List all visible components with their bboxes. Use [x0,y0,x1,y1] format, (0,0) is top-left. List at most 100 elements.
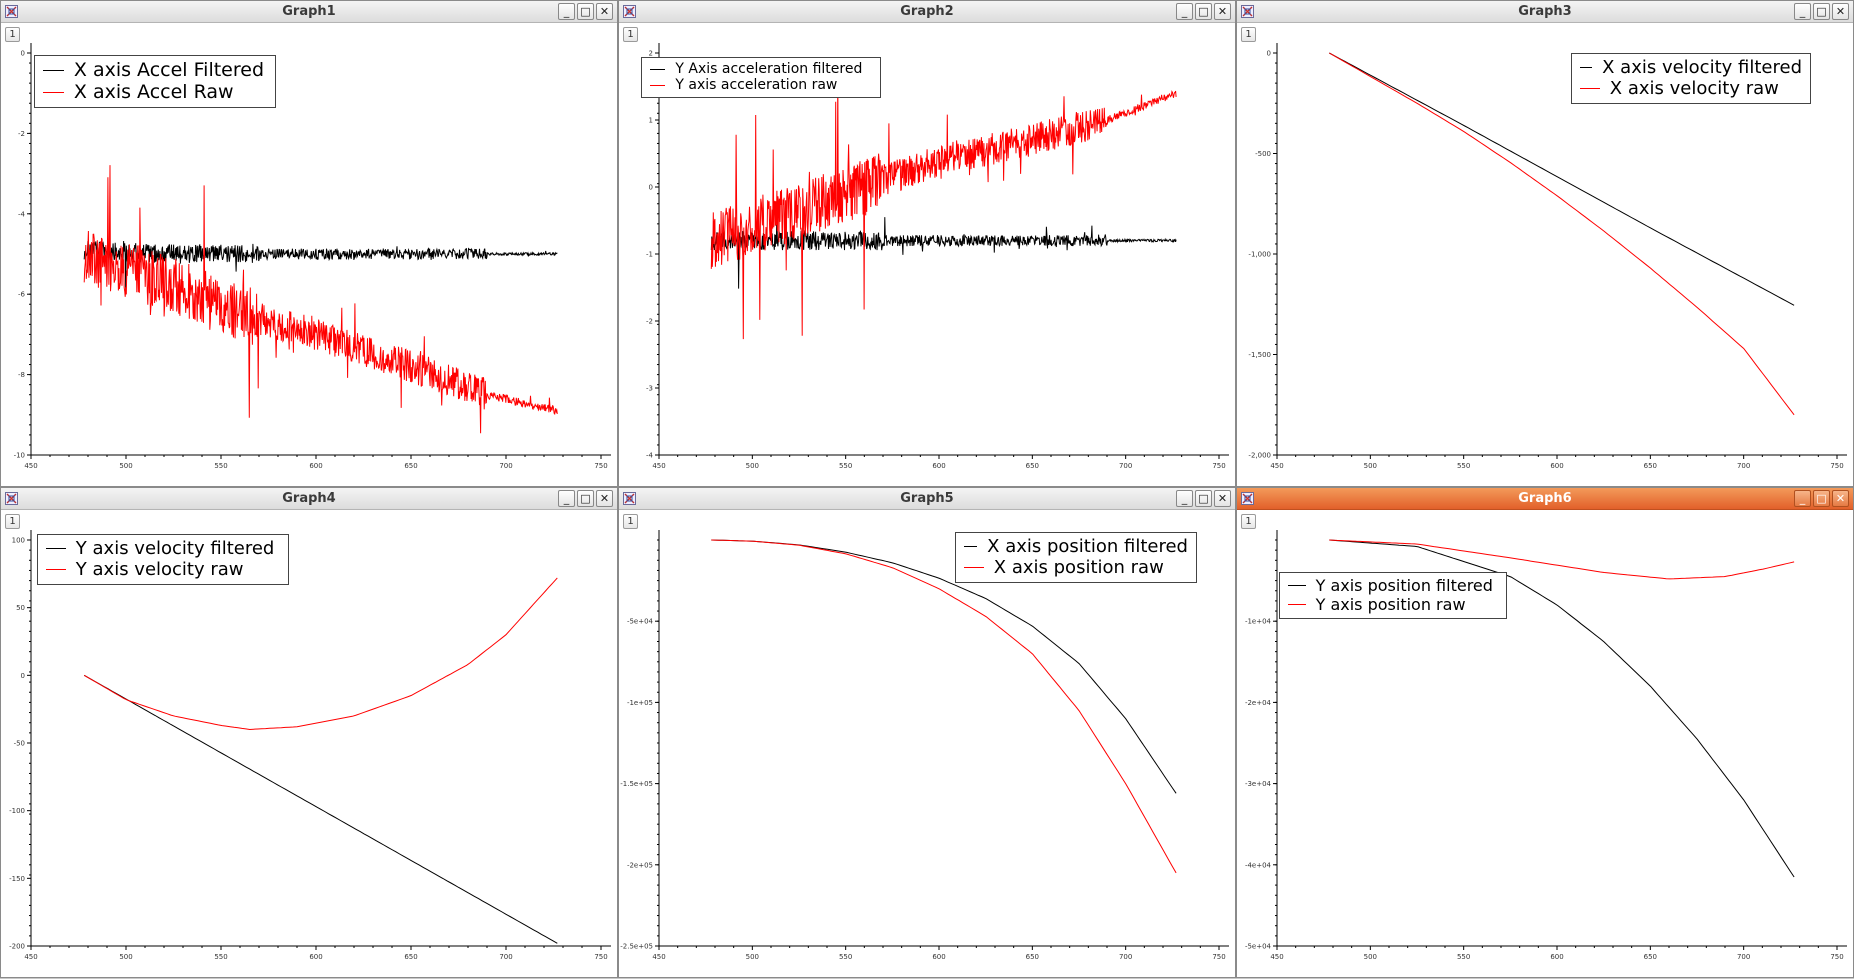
window-titlebar[interactable]: Graph3 _ □ ✕ [1237,1,1853,23]
graph-window-6[interactable]: Graph6 _ □ ✕ 1 450 500 550 600 650 700 750 -1e+04 -2e… [1236,487,1854,978]
x-tick-label: 450 [1270,462,1283,470]
maximize-button[interactable]: □ [577,490,594,507]
y-tick-label: -2,000 [1248,452,1271,460]
legend-entry: X axis Accel Raw [43,81,267,103]
close-button[interactable]: ✕ [596,490,613,507]
y-tick-label: -1.5e+05 [620,780,653,788]
app-icon[interactable] [623,492,636,505]
maximize-button[interactable]: □ [1813,490,1830,507]
app-icon[interactable] [5,492,18,505]
y-tick-label: -1,000 [1248,251,1271,259]
x-tick-label: 450 [24,953,37,961]
y-tick-label: -1e+05 [627,699,653,707]
y-tick-label: 0 [21,672,25,680]
graph-window-1[interactable]: Graph1 _ □ ✕ 1 450 500 550 600 650 700 750 0 -2 -4 -6 -8… [0,0,618,487]
y-tick-label: -100 [9,807,25,815]
app-icon[interactable] [5,5,18,18]
page-number-button[interactable]: 1 [623,27,638,42]
series-line-2 [1329,52,1795,416]
legend-swatch [964,546,978,547]
window-controls: _ □ ✕ [1794,490,1849,507]
legend-swatch [43,91,64,93]
plot-area: 450 500 550 600 650 700 750 0 -2 -4 -6 -8 -10 [14,43,611,470]
graph-window-3[interactable]: Graph3 _ □ ✕ 1 450 500 550 600 650 700 750 0 -500 -1,0… [1236,0,1854,487]
legend-label: Y axis velocity filtered [75,538,275,559]
x-tick-label: 550 [1457,462,1470,470]
plot-area: 450 500 550 600 650 700 750 -5e+04 -1e+05 -1.5e+0… [620,530,1229,961]
close-button[interactable]: ✕ [596,3,613,20]
minimize-button[interactable]: _ [1794,490,1811,507]
y-tick-label: -150 [9,875,25,883]
legend-swatch [46,569,66,570]
x-tick-label: 550 [214,953,227,961]
close-button[interactable]: ✕ [1832,490,1849,507]
minimize-button[interactable]: _ [1176,490,1193,507]
y-tick-label: -8 [18,371,25,379]
y-tick-label: -1 [646,251,653,259]
window-title: Graph4 [282,491,336,506]
legend-entry: X axis velocity raw [1580,78,1802,99]
window-controls: _ □ ✕ [558,490,613,507]
y-tick-label: -1e+04 [1245,618,1272,626]
graph-window-4[interactable]: Graph4 _ □ ✕ 1 450 500 550 600 650 700 750 100 50 0 -50… [0,487,618,978]
legend-entry: Y axis velocity filtered [46,538,280,559]
window-title: Graph5 [900,491,954,506]
chart-legend: X axis Accel Filtered X axis Accel Raw [34,55,276,108]
legend-swatch [964,567,984,568]
window-titlebar[interactable]: Graph6 _ □ ✕ [1237,488,1853,510]
x-tick-label: 650 [404,953,417,961]
y-tick-label: -500 [1255,150,1271,158]
x-tick-label: 450 [1270,953,1283,961]
y-tick-label: -3e+04 [1245,780,1272,788]
x-tick-label: 600 [1550,462,1563,470]
series-line-2 [710,69,1177,340]
minimize-button[interactable]: _ [1176,3,1193,20]
close-button[interactable]: ✕ [1832,3,1849,20]
minimize-button[interactable]: _ [558,490,575,507]
page-number-button[interactable]: 1 [1241,514,1256,529]
minimize-button[interactable]: _ [1794,3,1811,20]
graph-window-5[interactable]: Graph5 _ □ ✕ 1 450 500 550 600 650 700 750 -5e+04 -1e… [618,487,1236,978]
app-icon[interactable] [623,5,636,18]
legend-label: Y axis position filtered [1315,576,1493,595]
page-number-button[interactable]: 1 [5,514,20,529]
maximize-button[interactable]: □ [577,3,594,20]
x-tick-label: 600 [309,953,322,961]
window-controls: _ □ ✕ [1176,3,1231,20]
app-icon[interactable] [1241,492,1254,505]
x-tick-label: 750 [594,953,607,961]
y-tick-label: -2e+05 [627,861,653,869]
x-tick-label: 500 [1364,953,1377,961]
maximize-button[interactable]: □ [1813,3,1830,20]
legend-label: Y axis velocity raw [75,559,244,580]
y-tick-label: -10 [14,452,25,460]
y-tick-label: -200 [9,943,25,951]
series-line-1 [83,240,558,292]
series-line-2 [711,539,1177,874]
minimize-button[interactable]: _ [558,3,575,20]
maximize-button[interactable]: □ [1195,490,1212,507]
legend-swatch [43,69,64,71]
x-tick-label: 450 [24,462,37,470]
series-line-2 [1329,539,1795,580]
maximize-button[interactable]: □ [1195,3,1212,20]
window-titlebar[interactable]: Graph2 _ □ ✕ [619,1,1235,23]
x-tick-label: 700 [1737,953,1750,961]
app-icon[interactable] [1241,5,1254,18]
window-titlebar[interactable]: Graph5 _ □ ✕ [619,488,1235,510]
chart-legend: Y axis position filtered Y axis position … [1279,572,1507,619]
page-number-button[interactable]: 1 [1241,27,1256,42]
window-titlebar[interactable]: Graph4 _ □ ✕ [1,488,617,510]
legend-entry: X axis Accel Filtered [43,59,267,81]
y-tick-label: -1,500 [1248,351,1271,359]
chart-legend: Y axis velocity filtered Y axis velocity … [37,534,289,585]
y-tick-label: 50 [16,604,25,612]
chart-legend: X axis velocity filtered X axis velocity … [1571,53,1811,104]
window-titlebar[interactable]: Graph1 _ □ ✕ [1,1,617,23]
page-number-button[interactable]: 1 [5,27,20,42]
y-tick-label: -4e+04 [1245,861,1272,869]
close-button[interactable]: ✕ [1214,490,1231,507]
close-button[interactable]: ✕ [1214,3,1231,20]
graph-window-2[interactable]: Graph2 _ □ ✕ 1 450 500 550 600 650 700 750 2 1 0 -1 -2 -3… [618,0,1236,487]
page-number-button[interactable]: 1 [623,514,638,529]
